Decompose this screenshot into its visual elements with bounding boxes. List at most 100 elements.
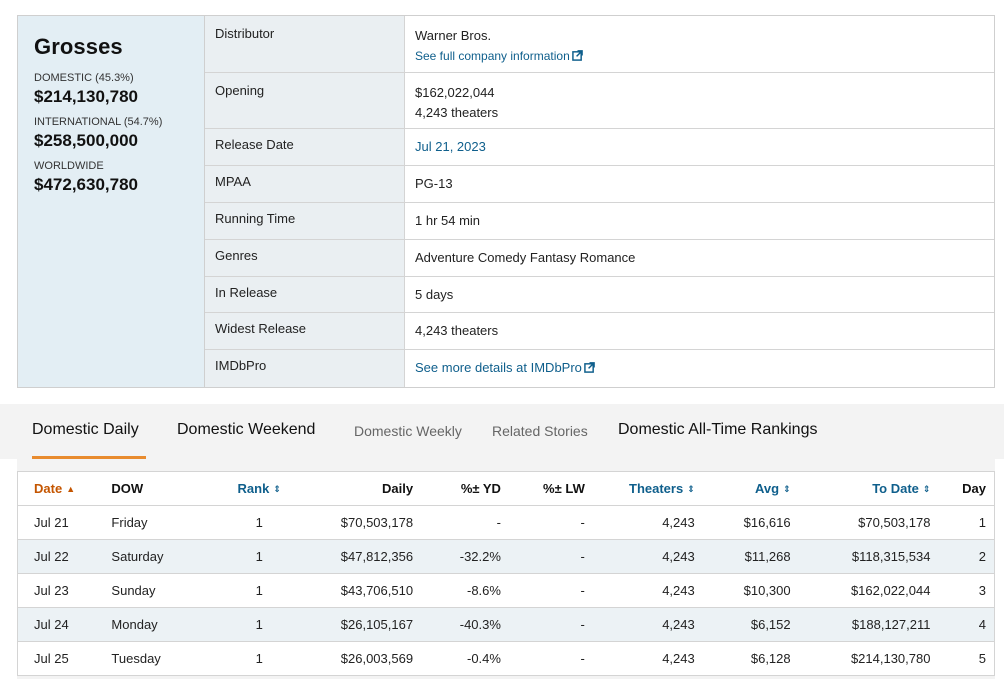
row-dow[interactable]: Tuesday: [103, 641, 222, 676]
tab-bar: Domestic Daily Domestic Weekend Domestic…: [0, 404, 1004, 459]
row-pct-lw: -: [508, 641, 593, 676]
tab-domestic-daily[interactable]: Domestic Daily: [32, 421, 139, 438]
company-info-link[interactable]: See full company information: [415, 46, 984, 66]
row-rank: 1: [221, 505, 298, 540]
row-date[interactable]: Jul 23: [17, 573, 104, 608]
tab-related-stories[interactable]: Related Stories: [492, 423, 588, 439]
header-dow: DOW: [103, 471, 222, 506]
tab-domestic-weekly[interactable]: Domestic Weekly: [354, 423, 462, 439]
row-date[interactable]: Jul 22: [17, 539, 104, 574]
header-rank[interactable]: Rank ⇕: [221, 471, 298, 506]
row-date[interactable]: Jul 21: [17, 505, 104, 540]
row-day: 3: [938, 573, 996, 608]
row-day: 2: [938, 539, 996, 574]
row-theaters: 4,243: [592, 573, 703, 608]
domestic-label: DOMESTIC (45.3%): [34, 72, 134, 84]
in-release-label: In Release: [205, 276, 405, 313]
info-row-imdbpro: IMDbPro See more details at IMDbPro: [205, 350, 994, 387]
imdbpro-label: IMDbPro: [205, 350, 405, 387]
distributor-label: Distributor: [205, 16, 405, 72]
row-avg: $6,128: [702, 641, 799, 676]
info-row-distributor: Distributor Warner Bros. See full compan…: [205, 16, 994, 73]
opening-label: Opening: [205, 72, 405, 129]
widest-release-value: 4,243 theaters: [415, 323, 499, 339]
external-link-icon: [571, 50, 583, 61]
row-dow[interactable]: Saturday: [103, 539, 222, 574]
international-value: $258,500,000: [34, 131, 138, 150]
row-to-date: $188,127,211: [798, 607, 939, 642]
row-pct-yd: -: [421, 505, 509, 540]
imdbpro-link-text[interactable]: See more details at IMDbPro: [415, 360, 582, 376]
header-rank-label[interactable]: Rank: [237, 481, 270, 496]
header-date[interactable]: Date ▲: [17, 471, 104, 506]
row-to-date: $214,130,780: [798, 641, 939, 676]
sort-both-icon[interactable]: ⇕: [922, 484, 931, 494]
table-row: Jul 22 Saturday 1 $47,812,356 -32.2% - 4…: [17, 539, 996, 574]
tab-domestic-all-time-rankings[interactable]: Domestic All-Time Rankings: [618, 421, 818, 438]
row-pct-yd: -8.6%: [421, 573, 509, 608]
sort-both-icon[interactable]: ⇕: [687, 484, 695, 494]
international-label: INTERNATIONAL (54.7%): [34, 116, 163, 128]
movie-summary: Grosses DOMESTIC (45.3%) $214,130,780 IN…: [17, 15, 995, 388]
header-avg[interactable]: Avg ⇕: [702, 471, 799, 506]
row-date[interactable]: Jul 24: [17, 607, 104, 642]
row-day: 1: [938, 505, 996, 540]
header-pct-yd: %± YD: [421, 471, 509, 506]
header-theaters-label[interactable]: Theaters: [629, 481, 684, 496]
row-daily: $26,105,167: [297, 607, 422, 642]
row-day: 5: [938, 641, 996, 676]
row-theaters: 4,243: [592, 607, 703, 642]
header-daily: Daily: [297, 471, 422, 506]
daily-table-wrapper: Date ▲ DOW Rank ⇕ Daily %± YD %± LW Theate…: [17, 459, 996, 679]
row-avg: $16,616: [702, 505, 799, 540]
row-dow[interactable]: Monday: [103, 607, 222, 642]
row-dow[interactable]: Friday: [103, 505, 222, 540]
sort-both-icon[interactable]: ⇕: [783, 484, 791, 494]
table-row: Jul 21 Friday 1 $70,503,178 - - 4,243 $1…: [17, 505, 996, 540]
info-row-genres: Genres Adventure Comedy Fantasy Romance: [205, 239, 994, 277]
active-tab-indicator: [32, 456, 146, 459]
header-day: Day: [938, 471, 996, 506]
tab-domestic-weekend[interactable]: Domestic Weekend: [177, 421, 316, 438]
header-theaters[interactable]: Theaters ⇕: [592, 471, 703, 506]
info-row-opening: Opening $162,022,044 4,243 theaters: [205, 72, 994, 130]
header-to-date-label[interactable]: To Date: [872, 481, 919, 496]
row-daily: $43,706,510: [297, 573, 422, 608]
distributor-value-cell: Warner Bros. See full company informatio…: [405, 16, 994, 72]
row-to-date: $118,315,534: [798, 539, 939, 574]
sort-ascending-icon[interactable]: ▲: [66, 484, 76, 494]
release-date-link[interactable]: Jul 21, 2023: [415, 139, 486, 155]
genres-label: Genres: [205, 239, 405, 276]
row-rank: 1: [221, 641, 298, 676]
table-header-row: Date ▲ DOW Rank ⇕ Daily %± YD %± LW Theate…: [17, 471, 996, 506]
row-to-date: $162,022,044: [798, 573, 939, 608]
info-row-running-time: Running Time 1 hr 54 min: [205, 202, 994, 240]
row-pct-yd: -40.3%: [421, 607, 509, 642]
header-date-label[interactable]: Date: [34, 481, 63, 496]
mpaa-label: MPAA: [205, 166, 405, 202]
table-row: Jul 25 Tuesday 1 $26,003,569 -0.4% - 4,2…: [17, 641, 996, 676]
row-dow[interactable]: Sunday: [103, 573, 222, 608]
row-theaters: 4,243: [592, 539, 703, 574]
widest-release-label: Widest Release: [205, 313, 405, 350]
release-date-label: Release Date: [205, 129, 405, 166]
row-avg: $10,300: [702, 573, 799, 608]
mpaa-value: PG-13: [415, 176, 453, 192]
header-to-date[interactable]: To Date ⇕: [798, 471, 939, 506]
row-avg: $11,268: [702, 539, 799, 574]
company-info-link-text[interactable]: See full company information: [415, 49, 570, 63]
running-time-value: 1 hr 54 min: [415, 212, 481, 228]
row-date[interactable]: Jul 25: [17, 641, 104, 676]
distributor-value: Warner Bros.: [415, 28, 492, 43]
domestic-value: $214,130,780: [34, 87, 138, 106]
header-avg-label[interactable]: Avg: [755, 481, 780, 496]
worldwide-value: $472,630,780: [34, 175, 138, 194]
row-pct-lw: -: [508, 573, 593, 608]
row-pct-yd: -0.4%: [421, 641, 509, 676]
row-rank: 1: [221, 607, 298, 642]
in-release-value: 5 days: [415, 286, 454, 302]
opening-value: $162,022,044: [415, 84, 495, 100]
imdbpro-link[interactable]: See more details at IMDbPro: [415, 360, 595, 375]
row-daily: $47,812,356: [297, 539, 422, 574]
sort-both-icon[interactable]: ⇕: [273, 484, 281, 494]
